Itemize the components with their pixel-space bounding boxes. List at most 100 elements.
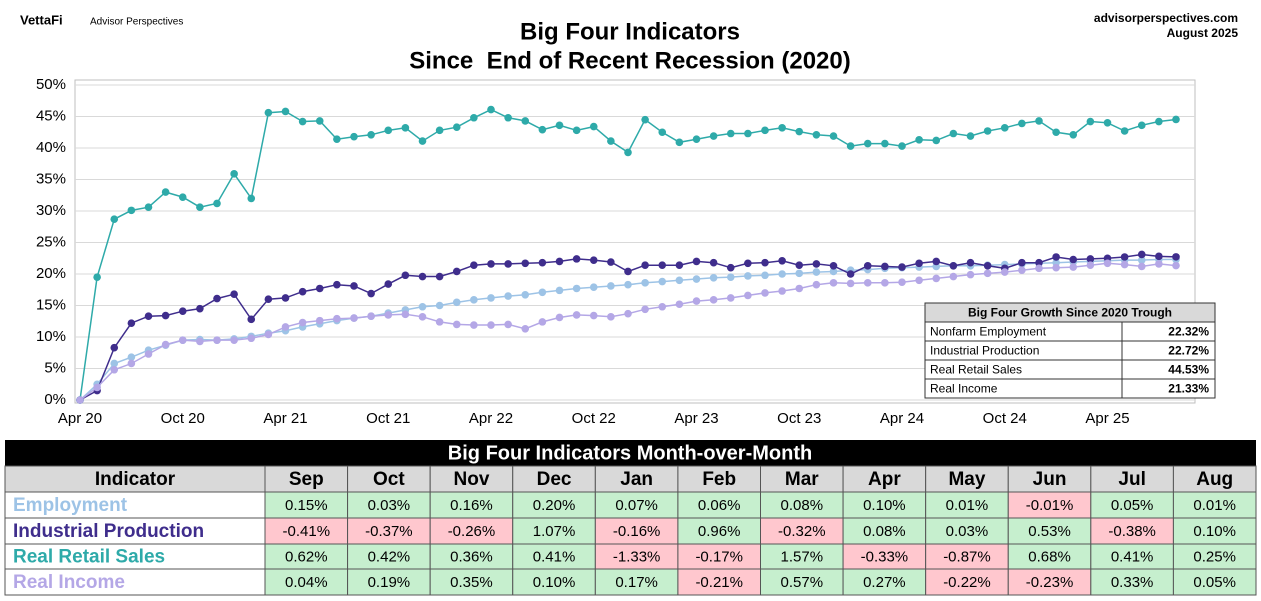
series-point xyxy=(641,115,649,124)
y-tick-label: 20% xyxy=(36,265,66,282)
series-point xyxy=(709,273,718,282)
series-point xyxy=(966,132,975,140)
series-point xyxy=(401,271,410,280)
series-point xyxy=(1103,259,1112,268)
header-label: Jan xyxy=(620,469,653,490)
series-point xyxy=(144,350,153,358)
value-label: 0.06% xyxy=(698,497,741,514)
series-point xyxy=(1052,253,1060,261)
value-label: 0.05% xyxy=(1193,574,1236,591)
series-point xyxy=(555,286,564,295)
series-point xyxy=(795,261,804,269)
value-label: 0.33% xyxy=(1111,574,1154,591)
value-cell xyxy=(1090,543,1174,570)
series-point xyxy=(264,330,273,339)
series-point xyxy=(589,122,598,131)
y-tick-label: 10% xyxy=(36,328,66,345)
row-name: Industrial Production xyxy=(13,521,204,542)
series-point xyxy=(607,137,615,145)
series-point xyxy=(829,279,838,287)
x-tick-label: Apr 21 xyxy=(263,410,307,427)
series-point xyxy=(127,359,136,368)
series-point xyxy=(367,289,375,298)
series-point xyxy=(744,129,752,138)
series-point xyxy=(915,136,923,144)
plot-frame xyxy=(74,79,1196,404)
series-point xyxy=(812,268,821,276)
value-cell xyxy=(842,543,927,570)
series-point xyxy=(983,269,992,278)
series-point xyxy=(881,279,889,287)
value-label: -0.01% xyxy=(1026,497,1074,514)
date: August 2025 xyxy=(1167,26,1239,40)
summary-value: 22.32% xyxy=(1168,325,1209,339)
value-cell xyxy=(347,517,431,545)
summary-row xyxy=(924,378,1216,399)
value-cell xyxy=(1090,517,1174,545)
series-point xyxy=(350,314,358,322)
series-point xyxy=(315,117,324,125)
series-point xyxy=(1137,121,1146,130)
series-point xyxy=(298,287,307,296)
series-point xyxy=(247,315,256,324)
series-point xyxy=(778,124,786,132)
value-label: -0.21% xyxy=(695,574,743,591)
header-label: May xyxy=(948,469,985,490)
value-label: -0.38% xyxy=(1108,523,1156,540)
series-point xyxy=(607,282,615,290)
series-point xyxy=(744,291,752,300)
row-name: Real Retail Sales xyxy=(13,547,165,568)
series-point xyxy=(504,292,512,300)
series-point xyxy=(281,107,290,116)
series-point xyxy=(915,259,923,268)
series-point xyxy=(1120,253,1129,261)
series-point xyxy=(470,261,478,269)
series-point xyxy=(863,139,872,148)
series-point xyxy=(538,258,547,267)
series-point xyxy=(812,280,821,289)
series-point xyxy=(881,139,889,148)
summary-name: Nonfarm Employment xyxy=(930,325,1047,339)
series-point xyxy=(983,127,992,135)
series-point xyxy=(966,258,975,267)
series-point xyxy=(110,359,119,368)
series-point xyxy=(367,130,375,139)
x-tick-label: Apr 20 xyxy=(58,410,102,427)
value-label: 0.01% xyxy=(946,497,989,514)
series-point xyxy=(418,313,427,321)
series-point xyxy=(504,320,512,329)
summary-name: Industrial Production xyxy=(930,344,1039,358)
series-point xyxy=(452,298,461,307)
header-label: Nov xyxy=(454,469,490,490)
series-point xyxy=(726,273,735,281)
value-label: 0.68% xyxy=(1028,548,1071,565)
table-title-bg xyxy=(5,440,1256,466)
series-point xyxy=(658,302,667,311)
value-cell xyxy=(1172,543,1257,570)
series-point xyxy=(949,129,958,138)
x-tick-label: Oct 24 xyxy=(983,410,1027,427)
chart-title: Big Four Indicators xyxy=(520,18,740,45)
series-point xyxy=(572,284,581,293)
series-point xyxy=(93,383,101,392)
series-point xyxy=(384,311,393,319)
series-point xyxy=(675,261,684,269)
series-point xyxy=(76,396,84,404)
series-point xyxy=(1035,258,1043,267)
series-point xyxy=(178,193,187,201)
series-point xyxy=(761,126,769,135)
value-label: 0.03% xyxy=(946,523,989,540)
y-tick-label: 50% xyxy=(36,76,66,93)
series-point xyxy=(504,113,512,122)
series-point xyxy=(863,262,872,270)
series-point xyxy=(264,108,273,117)
series-point xyxy=(555,121,564,130)
header-label: Sep xyxy=(289,469,324,490)
series-point xyxy=(538,125,547,134)
header-cell xyxy=(1172,465,1257,493)
series-point xyxy=(761,258,769,267)
value-label: -0.16% xyxy=(613,523,661,540)
row-name: Real Income xyxy=(13,572,125,593)
header-cell xyxy=(594,465,679,493)
value-label: 0.03% xyxy=(368,497,411,514)
